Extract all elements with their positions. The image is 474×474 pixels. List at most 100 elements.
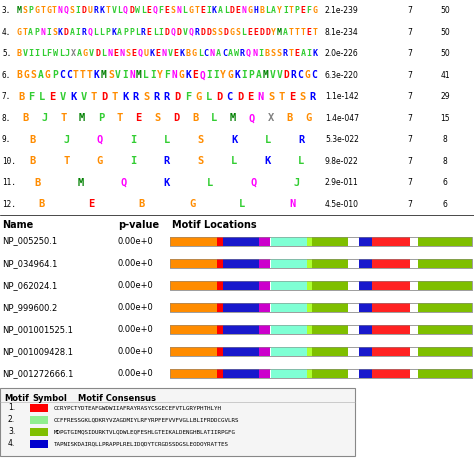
Text: V: V — [270, 70, 275, 80]
Text: S: S — [52, 28, 57, 37]
Text: NP_005250.1: NP_005250.1 — [2, 237, 57, 246]
Text: Q: Q — [171, 28, 175, 37]
Text: C: C — [227, 92, 233, 102]
Bar — [170, 325, 217, 334]
Text: T: T — [112, 92, 118, 102]
Bar — [271, 325, 308, 334]
Text: A: A — [228, 49, 233, 58]
Text: E: E — [247, 92, 254, 102]
Text: K: K — [164, 178, 170, 188]
Bar — [271, 303, 308, 312]
Text: N: N — [290, 199, 296, 209]
Text: 0.00e+0: 0.00e+0 — [118, 303, 154, 312]
Text: C: C — [298, 70, 303, 80]
Text: Name: Name — [2, 220, 33, 230]
Text: P: P — [28, 6, 33, 15]
Text: Y: Y — [157, 70, 163, 80]
Bar — [170, 369, 472, 378]
Text: G: G — [188, 6, 193, 15]
Bar — [312, 259, 348, 268]
Text: I: I — [28, 49, 34, 58]
Bar — [170, 303, 217, 312]
Text: B: B — [17, 70, 22, 80]
Bar — [259, 237, 270, 246]
Bar — [223, 325, 259, 334]
Text: A: A — [38, 70, 44, 80]
Text: 4.5e-010: 4.5e-010 — [325, 200, 359, 209]
Text: L: L — [59, 49, 64, 58]
Bar — [223, 237, 259, 246]
Bar — [259, 325, 270, 334]
Text: D: D — [224, 28, 228, 37]
Text: F: F — [185, 92, 191, 102]
Text: L: L — [264, 135, 271, 145]
Text: R: R — [164, 156, 170, 166]
Text: Q: Q — [64, 6, 69, 15]
Text: Q: Q — [250, 178, 256, 188]
Text: T: T — [289, 6, 294, 15]
Text: V: V — [115, 70, 121, 80]
Bar — [259, 369, 270, 378]
Text: D: D — [230, 6, 235, 15]
Text: D: D — [200, 28, 205, 37]
Bar — [418, 281, 472, 290]
Text: NP_034964.1: NP_034964.1 — [2, 259, 57, 268]
Text: T: T — [52, 6, 57, 15]
Text: C: C — [66, 70, 72, 80]
Text: L: L — [41, 49, 46, 58]
Text: I: I — [206, 70, 212, 80]
Bar — [359, 369, 373, 378]
Bar — [30, 428, 48, 436]
Text: Y: Y — [220, 70, 226, 80]
Text: T: T — [194, 6, 199, 15]
Bar — [223, 347, 259, 356]
Text: U: U — [143, 49, 148, 58]
Text: N: N — [210, 49, 215, 58]
Bar — [373, 259, 410, 268]
Text: M: M — [79, 113, 85, 123]
Text: S: S — [125, 49, 130, 58]
Text: T: T — [105, 6, 110, 15]
Bar — [217, 237, 223, 246]
Text: T: T — [301, 28, 306, 37]
Text: E: E — [289, 92, 295, 102]
Text: Q: Q — [137, 49, 142, 58]
Text: I: I — [241, 70, 247, 80]
Text: 5.: 5. — [2, 49, 11, 58]
Text: L: L — [93, 28, 99, 37]
Bar — [271, 237, 308, 246]
Bar — [308, 303, 312, 312]
Text: D: D — [174, 92, 181, 102]
Bar — [30, 416, 48, 424]
Text: V: V — [167, 49, 173, 58]
Text: G: G — [312, 6, 318, 15]
Text: E: E — [155, 49, 160, 58]
Bar — [170, 237, 217, 246]
Bar — [373, 325, 410, 334]
Text: 8.1e-234: 8.1e-234 — [325, 28, 359, 37]
Bar — [217, 325, 223, 334]
Text: R: R — [93, 6, 99, 15]
Text: T: T — [87, 70, 92, 80]
Text: E: E — [236, 6, 240, 15]
Text: 8.: 8. — [2, 114, 11, 123]
Text: W: W — [53, 49, 58, 58]
Text: K: K — [100, 6, 104, 15]
Text: L: L — [242, 28, 246, 37]
Text: E: E — [136, 113, 142, 123]
Text: R: R — [283, 49, 287, 58]
Bar — [418, 347, 472, 356]
Bar — [271, 281, 308, 290]
Text: E: E — [147, 6, 152, 15]
Text: D: D — [216, 92, 222, 102]
Text: K: K — [122, 92, 128, 102]
Text: G: G — [228, 70, 233, 80]
Text: G: G — [34, 6, 39, 15]
Bar — [170, 281, 472, 290]
Text: G: G — [178, 70, 184, 80]
Text: Q: Q — [249, 113, 255, 123]
Text: 7: 7 — [408, 200, 412, 209]
Text: T: T — [91, 92, 97, 102]
Text: X: X — [268, 113, 274, 123]
Bar — [271, 259, 308, 268]
